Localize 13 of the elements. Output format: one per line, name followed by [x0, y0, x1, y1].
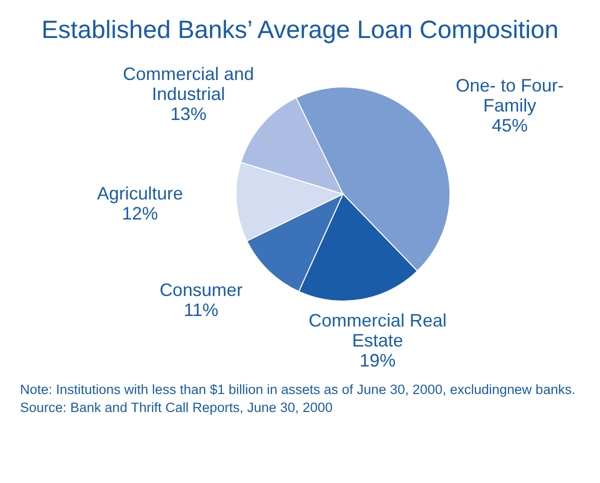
data-label: 11% [184, 300, 218, 320]
data-label: 19% [360, 350, 396, 370]
slice-label: Commercial and Industrial [122, 64, 254, 104]
slice-label: Consumer [160, 280, 243, 300]
chart-title: Established Banks’ Average Loan Composition [40, 16, 560, 45]
data-label: 12% [122, 204, 158, 224]
data-label: 13% [170, 104, 206, 124]
slice-label: Commercial Real Estate [308, 310, 447, 350]
data-label: 45% [492, 116, 528, 136]
text: Note: Institutions with less than $1 billion in assets as of June 30, 2000, excludingnew banks. [20, 381, 576, 399]
slice-label: One- to Four-Family [456, 76, 564, 116]
slice-label: Agriculture [97, 184, 184, 204]
source-note: Source: Bank and Thrift Call Reports, June 30, 2000 [20, 399, 334, 417]
